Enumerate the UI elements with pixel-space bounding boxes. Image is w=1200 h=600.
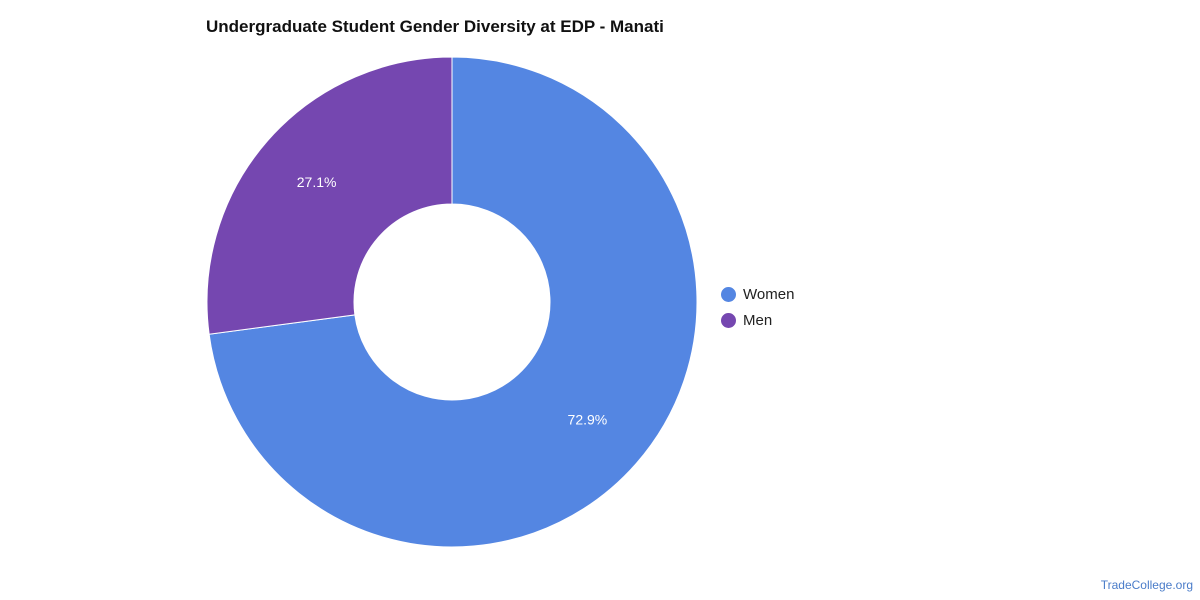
legend-swatch-men	[721, 312, 736, 328]
slice-label-women: 72.9%	[568, 411, 608, 427]
legend-item-women[interactable]: Women	[721, 281, 794, 307]
slice-label-men: 27.1%	[297, 174, 337, 190]
legend-label-men: Men	[743, 311, 773, 329]
chart-title: Undergraduate Student Gender Diversity a…	[206, 17, 664, 36]
legend-label-women: Women	[743, 285, 795, 303]
legend-item-men[interactable]: Men	[721, 307, 794, 333]
legend-swatch-women	[721, 286, 736, 302]
slice-women[interactable]	[208, 56, 698, 548]
source-credit[interactable]: TradeCollege.org	[1100, 578, 1193, 592]
chart-legend: Women Men	[721, 281, 794, 333]
slice-men[interactable]	[206, 56, 453, 335]
